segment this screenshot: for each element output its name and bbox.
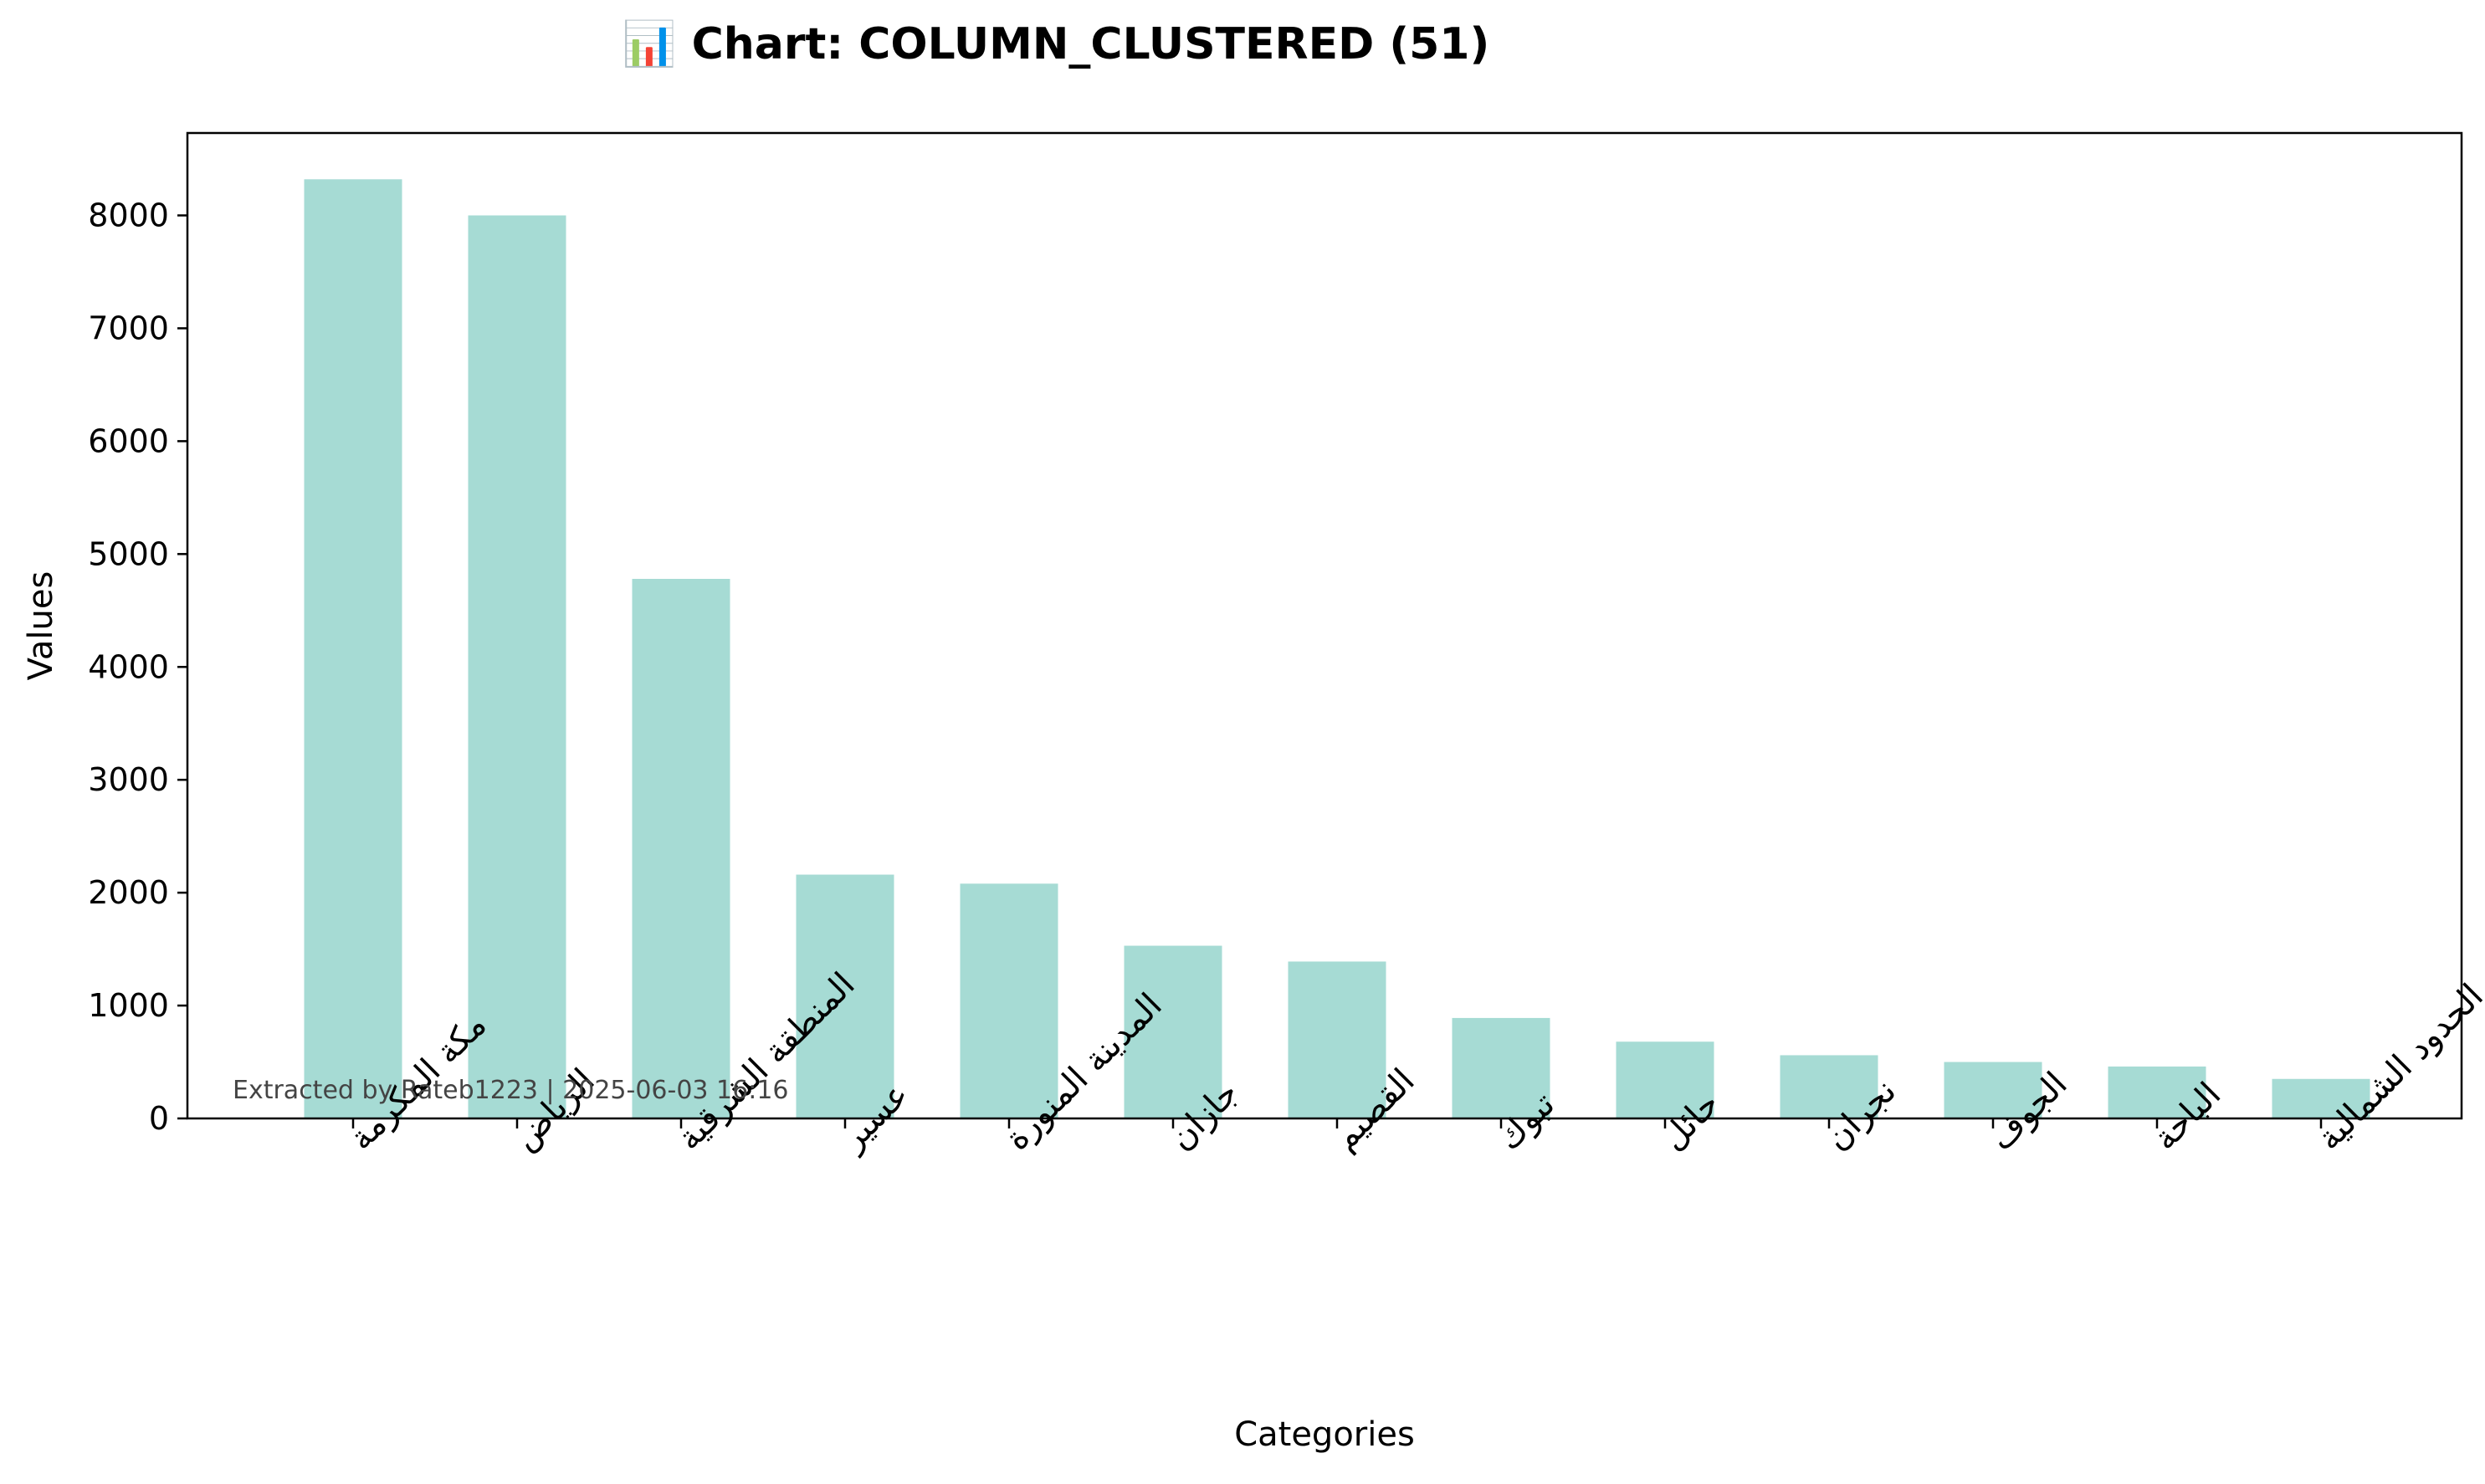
- bars-group: [304, 179, 2370, 1118]
- bar-1: [304, 179, 402, 1118]
- bar-9: [1616, 1041, 1714, 1118]
- y-axis-label: Values: [22, 571, 60, 681]
- y-tick-label: 2000: [88, 874, 169, 911]
- y-tick-label: 3000: [88, 761, 169, 798]
- chart-title: 📊 Chart: COLUMN_CLUSTERED (51): [623, 18, 1490, 69]
- y-axis: 0 1000 2000 3000 4000 5000 6000 7000 8000: [88, 197, 187, 1137]
- x-axis-label: Categories: [1234, 1415, 1415, 1454]
- bar-13: [2272, 1078, 2370, 1118]
- y-tick-label: 4000: [88, 648, 169, 685]
- bar-8: [1452, 1017, 1550, 1118]
- y-tick-label: 8000: [88, 197, 169, 234]
- bar-6: [1124, 945, 1222, 1118]
- bar-10: [1780, 1055, 1878, 1118]
- bar-4: [796, 874, 894, 1118]
- bar-7: [1288, 961, 1386, 1118]
- bar-2: [468, 215, 566, 1118]
- x-tick-label: الحدود الشمالية: [2310, 977, 2485, 1158]
- bar-12: [2108, 1066, 2206, 1118]
- y-tick-label: 6000: [88, 422, 169, 459]
- y-tick-label: 0: [149, 1100, 169, 1137]
- watermark-annotation: Extracted by Rateb1223 | 2025-06-03 16:1…: [233, 1076, 789, 1105]
- bar-5: [960, 883, 1058, 1118]
- bar-3: [632, 579, 730, 1118]
- y-tick-label: 1000: [88, 987, 169, 1024]
- y-tick-label: 7000: [88, 310, 169, 346]
- plot-frame: [186, 131, 2463, 1120]
- bar-11: [1944, 1062, 2042, 1118]
- y-tick-label: 5000: [88, 535, 169, 572]
